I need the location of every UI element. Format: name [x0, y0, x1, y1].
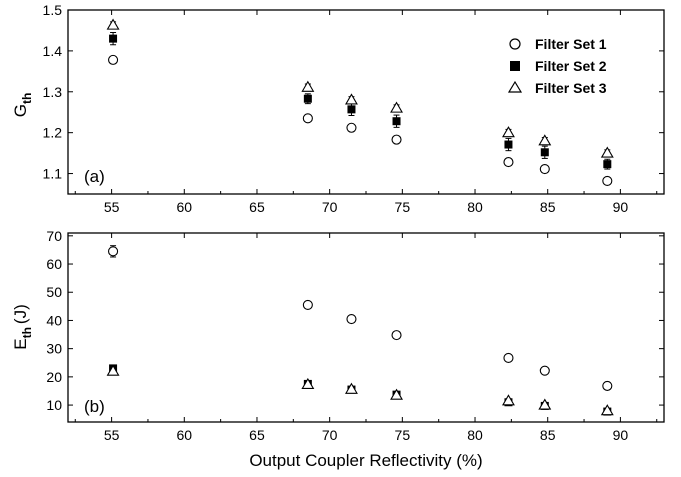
x-tick-label: 90 [613, 427, 629, 443]
x-tick-label: 70 [322, 199, 338, 215]
x-tick-label: 90 [613, 199, 629, 215]
legend-marker-open-circle [509, 38, 521, 50]
y-axis-title-a-sub: th [20, 93, 34, 104]
y-axis-title-b-unit: (J) [11, 304, 30, 324]
legend-label-1: Filter Set 1 [535, 36, 607, 52]
data-point-series-3 [600, 146, 614, 158]
x-tick-label: 85 [540, 199, 556, 215]
data-marks-a [106, 18, 614, 186]
x-ticks-a: 55 60 65 70 75 80 85 90 [74, 10, 658, 215]
data-point-series-1 [503, 352, 514, 364]
data-point-series-2 [347, 105, 356, 114]
y-axis-title-a: Gth [11, 93, 34, 118]
data-point-series-2 [540, 148, 549, 157]
data-point-series-1 [391, 134, 402, 145]
data-point-series-1 [346, 122, 357, 133]
y-tick-label: 1.3 [43, 84, 63, 100]
y-tick-label: 1.4 [43, 43, 63, 59]
y-tick-label: 10 [46, 397, 62, 413]
panel-b: 10 20 30 40 50 60 70 55 60 65 70 75 80 85 90 (b) Eth (… [11, 228, 665, 470]
legend: Filter Set 1 Filter Set 2 Filter Set 3 [507, 36, 607, 96]
data-point-series-1 [503, 157, 514, 168]
y-ticks-a: 1.1 1.2 1.3 1.4 1.5 [43, 2, 664, 182]
data-point-series-3 [390, 388, 403, 400]
data-point-series-1 [108, 246, 119, 257]
data-point-series-1 [302, 299, 313, 310]
data-point-series-2 [504, 140, 513, 149]
x-tick-label: 80 [467, 199, 483, 215]
data-point-series-1 [346, 313, 357, 325]
y-tick-label: 1.5 [43, 2, 63, 18]
data-point-series-3 [538, 134, 552, 146]
y-tick-label: 1.2 [43, 125, 63, 141]
panel-a: 1.1 1.2 1.3 1.4 1.5 55 60 65 70 75 80 85 90 (a) Gth… [11, 2, 665, 215]
legend-marker-open-triangle [507, 80, 523, 93]
data-point-series-2 [603, 160, 612, 169]
data-point-series-1 [302, 113, 313, 124]
data-point-series-3 [106, 364, 120, 376]
legend-label-3: Filter Set 3 [535, 80, 607, 96]
x-tick-label: 75 [395, 199, 411, 215]
data-point-series-1 [391, 330, 402, 341]
x-tick-label: 85 [540, 427, 556, 443]
legend-item-2: Filter Set 2 [510, 58, 607, 74]
y-tick-label: 30 [46, 341, 62, 357]
data-point-series-3 [301, 377, 315, 390]
legend-item-3: Filter Set 3 [507, 80, 607, 96]
x-tick-label: 55 [104, 199, 120, 215]
x-tick-label: 60 [177, 427, 193, 443]
y-ticks-b: 10 20 30 40 50 60 70 [46, 228, 664, 413]
x-ticks-b: 55 60 65 70 75 80 85 90 [74, 233, 658, 443]
x-tick-label: 65 [249, 427, 265, 443]
data-point-series-3 [301, 80, 315, 92]
panel-label-b: (b) [84, 397, 105, 416]
data-marks-b [106, 245, 614, 416]
data-point-series-1 [539, 164, 550, 175]
data-point-series-3 [502, 394, 515, 406]
x-tick-label: 75 [395, 427, 411, 443]
y-tick-label: 40 [46, 312, 62, 328]
data-point-series-1 [602, 380, 613, 391]
y-axis-title-a-main: G [11, 104, 30, 117]
legend-marker-filled-square [510, 61, 520, 71]
y-tick-label: 50 [46, 284, 62, 300]
data-point-series-3 [106, 18, 120, 30]
y-axis-title-b-main: E [11, 338, 30, 349]
y-tick-label: 70 [46, 228, 62, 244]
x-tick-label: 55 [104, 427, 120, 443]
data-point-series-2 [392, 117, 401, 126]
y-tick-label: 1.1 [43, 166, 63, 182]
data-point-series-3 [345, 382, 358, 394]
x-tick-label: 60 [177, 199, 193, 215]
plot-frame-b [67, 232, 665, 423]
data-point-series-2 [109, 34, 118, 43]
data-point-series-3 [390, 101, 403, 113]
panel-label-a: (a) [84, 167, 105, 186]
data-point-series-1 [602, 175, 613, 186]
y-tick-label: 60 [46, 256, 62, 272]
y-axis-title-b: Eth (J) [11, 304, 34, 350]
x-tick-label: 80 [467, 427, 483, 443]
legend-label-2: Filter Set 2 [535, 58, 607, 74]
data-point-series-2 [303, 94, 312, 103]
data-point-series-1 [108, 54, 119, 65]
y-axis-title-b-sub: th [20, 327, 34, 338]
x-axis-title: Output Coupler Reflectivity (%) [249, 451, 482, 470]
data-point-series-3 [538, 398, 552, 410]
x-tick-label: 70 [322, 427, 338, 443]
y-tick-label: 20 [46, 369, 62, 385]
legend-item-1: Filter Set 1 [509, 36, 607, 52]
data-point-series-3 [345, 93, 358, 105]
data-point-series-3 [502, 126, 515, 138]
data-point-series-3 [600, 404, 614, 416]
data-point-series-1 [539, 365, 550, 376]
x-tick-label: 65 [249, 199, 265, 215]
